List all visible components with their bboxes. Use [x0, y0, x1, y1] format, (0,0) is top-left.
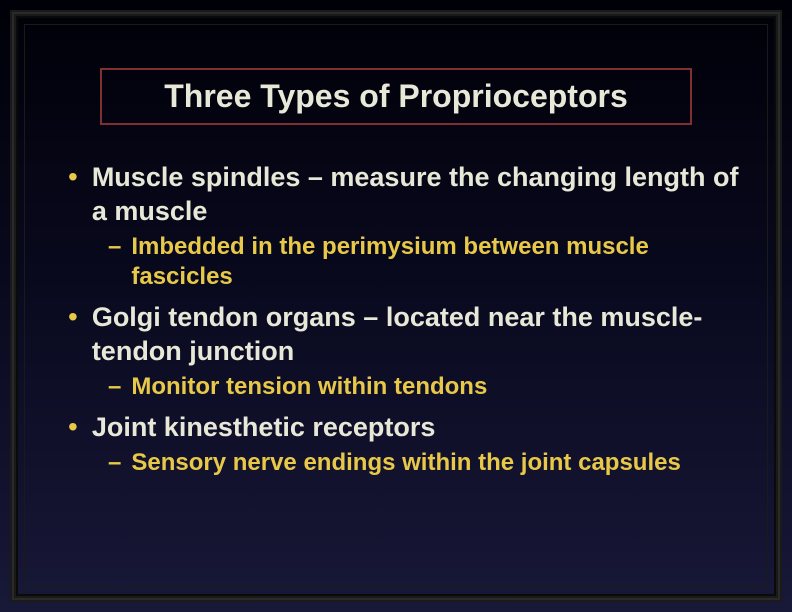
bullet-dash-icon: –: [108, 372, 121, 402]
sub-bullet-text: Imbedded in the perimysium between muscl…: [131, 232, 742, 292]
sub-bullet-text: Monitor tension within tendons: [131, 372, 487, 402]
sub-bullet-item: – Monitor tension within tendons: [108, 372, 742, 402]
sub-bullet-item: – Imbedded in the perimysium between mus…: [108, 232, 742, 292]
bullet-dot-icon: •: [68, 410, 78, 444]
bullet-dash-icon: –: [108, 448, 121, 478]
sub-bullet-text: Sensory nerve endings within the joint c…: [131, 448, 680, 478]
bullet-item: • Muscle spindles – measure the changing…: [68, 160, 742, 228]
bullet-item: • Joint kinesthetic receptors: [68, 410, 742, 444]
content-area: • Muscle spindles – measure the changing…: [68, 160, 742, 486]
slide: Three Types of Proprioceptors • Muscle s…: [0, 0, 792, 612]
bullet-dot-icon: •: [68, 160, 78, 194]
bullet-text: Joint kinesthetic receptors: [92, 410, 436, 444]
title-box: Three Types of Proprioceptors: [100, 68, 692, 125]
bullet-text: Muscle spindles – measure the changing l…: [92, 160, 742, 228]
bullet-item: • Golgi tendon organs – located near the…: [68, 300, 742, 368]
sub-bullet-item: – Sensory nerve endings within the joint…: [108, 448, 742, 478]
bullet-text: Golgi tendon organs – located near the m…: [92, 300, 742, 368]
slide-title: Three Types of Proprioceptors: [118, 78, 674, 115]
bullet-dot-icon: •: [68, 300, 78, 334]
bullet-dash-icon: –: [108, 232, 121, 262]
